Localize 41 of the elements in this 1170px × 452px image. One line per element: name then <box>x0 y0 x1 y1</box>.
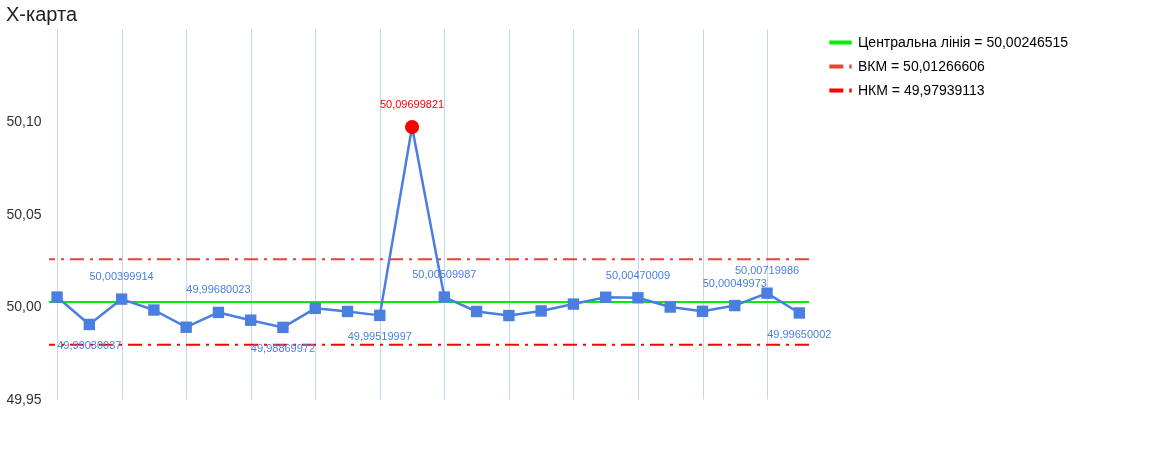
point <box>309 302 321 315</box>
point <box>599 291 612 303</box>
y-tick-label: 49,95 <box>6 390 42 407</box>
point <box>245 314 257 326</box>
point <box>567 298 580 310</box>
data-label: 50,00399914 <box>89 270 154 283</box>
legend-label: Центральна лінія = 50,00246515 <box>858 33 1069 50</box>
data-label: 50,00470009 <box>605 268 671 281</box>
point <box>277 321 289 334</box>
point <box>729 299 741 312</box>
point <box>696 305 709 318</box>
point <box>503 309 515 322</box>
point <box>761 287 773 299</box>
legend-label: НКМ = 49,97939113 <box>858 81 985 98</box>
y-tick-label: 50,10 <box>6 113 42 129</box>
chart-title: X-карта <box>5 3 78 25</box>
point <box>438 291 451 303</box>
point <box>470 305 483 318</box>
data-label: 50,09699821 <box>379 98 445 111</box>
point <box>180 321 192 333</box>
data-label: 49,99519997 <box>347 330 412 343</box>
legend-label: ВКМ = 50,01266606 <box>858 57 986 74</box>
point <box>793 307 806 319</box>
point <box>535 305 547 317</box>
data-label: 50,00719986 <box>734 264 800 277</box>
point <box>148 304 160 316</box>
data-label: 49,99030037 <box>57 339 122 352</box>
point <box>664 301 676 313</box>
data-label: 49,99680023 <box>186 283 251 296</box>
point <box>83 318 96 331</box>
point <box>51 291 63 303</box>
y-tick-label: 50,05 <box>6 205 42 222</box>
point <box>632 292 644 304</box>
data-label: 50,00049973 <box>702 276 767 289</box>
point <box>115 293 128 305</box>
y-tick-label: 50,00 <box>6 298 42 314</box>
data-label: 49,98869972 <box>250 342 316 355</box>
point <box>341 305 354 318</box>
data-label: 49,99650002 <box>767 327 832 340</box>
point <box>212 306 225 319</box>
point <box>374 309 386 322</box>
